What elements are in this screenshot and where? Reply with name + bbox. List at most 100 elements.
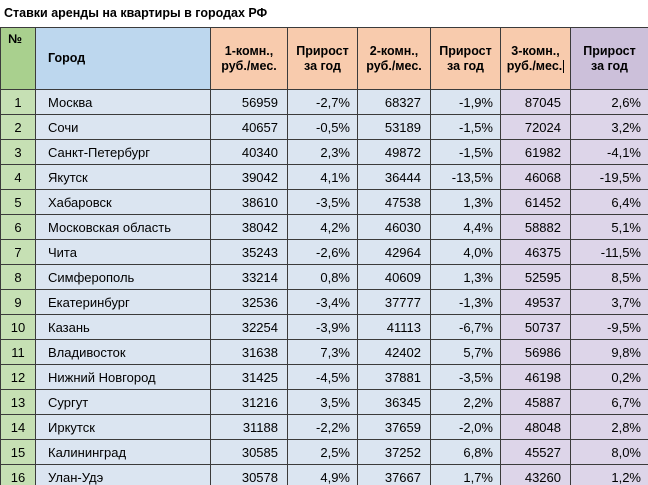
cell-rent-1room[interactable]: 32254 — [210, 314, 288, 340]
cell-growth-2room[interactable]: -2,0% — [430, 414, 501, 440]
cell-rent-3room[interactable]: 45887 — [500, 389, 571, 415]
cell-rent-1room[interactable]: 31188 — [210, 414, 288, 440]
cell-rent-2room[interactable]: 46030 — [357, 214, 431, 240]
cell-growth-1room[interactable]: 4,9% — [287, 464, 358, 485]
cell-city[interactable]: Нижний Новгород — [35, 364, 211, 390]
cell-growth-2room[interactable]: 6,8% — [430, 439, 501, 465]
cell-growth-1room[interactable]: -0,5% — [287, 114, 358, 140]
cell-rent-2room[interactable]: 36444 — [357, 164, 431, 190]
cell-rent-1room[interactable]: 35243 — [210, 239, 288, 265]
cell-growth-1room[interactable]: -4,5% — [287, 364, 358, 390]
cell-growth-3room[interactable]: -19,5% — [570, 164, 648, 190]
cell-city[interactable]: Иркутск — [35, 414, 211, 440]
cell-row-number[interactable]: 12 — [0, 364, 36, 390]
cell-rent-3room[interactable]: 56986 — [500, 339, 571, 365]
cell-growth-2room[interactable]: 4,0% — [430, 239, 501, 265]
cell-rent-2room[interactable]: 37881 — [357, 364, 431, 390]
cell-city[interactable]: Владивосток — [35, 339, 211, 365]
cell-row-number[interactable]: 14 — [0, 414, 36, 440]
cell-rent-1room[interactable]: 39042 — [210, 164, 288, 190]
cell-city[interactable]: Улан-Удэ — [35, 464, 211, 485]
cell-rent-1room[interactable]: 38610 — [210, 189, 288, 215]
cell-growth-2room[interactable]: -3,5% — [430, 364, 501, 390]
cell-growth-1room[interactable]: 7,3% — [287, 339, 358, 365]
col-header-growth-1room[interactable]: Прирост за год — [287, 27, 358, 90]
cell-growth-3room[interactable]: 9,8% — [570, 339, 648, 365]
cell-rent-2room[interactable]: 37667 — [357, 464, 431, 485]
cell-growth-2room[interactable]: 1,3% — [430, 189, 501, 215]
cell-growth-2room[interactable]: 1,3% — [430, 264, 501, 290]
cell-row-number[interactable]: 7 — [0, 239, 36, 265]
cell-rent-1room[interactable]: 56959 — [210, 89, 288, 115]
cell-rent-3room[interactable]: 49537 — [500, 289, 571, 315]
cell-growth-2room[interactable]: -1,9% — [430, 89, 501, 115]
cell-rent-3room[interactable]: 46375 — [500, 239, 571, 265]
cell-rent-2room[interactable]: 40609 — [357, 264, 431, 290]
cell-rent-1room[interactable]: 30585 — [210, 439, 288, 465]
cell-rent-2room[interactable]: 42402 — [357, 339, 431, 365]
cell-rent-3room[interactable]: 48048 — [500, 414, 571, 440]
cell-city[interactable]: Чита — [35, 239, 211, 265]
cell-city[interactable]: Симферополь — [35, 264, 211, 290]
col-header-growth-2room[interactable]: Прирост за год — [430, 27, 501, 90]
cell-rent-3room[interactable]: 46198 — [500, 364, 571, 390]
cell-city[interactable]: Сургут — [35, 389, 211, 415]
cell-growth-1room[interactable]: -2,7% — [287, 89, 358, 115]
cell-rent-2room[interactable]: 37777 — [357, 289, 431, 315]
col-header-number[interactable]: № — [0, 27, 36, 90]
cell-row-number[interactable]: 16 — [0, 464, 36, 485]
cell-city[interactable]: Якутск — [35, 164, 211, 190]
cell-growth-3room[interactable]: 5,1% — [570, 214, 648, 240]
cell-rent-1room[interactable]: 31216 — [210, 389, 288, 415]
cell-rent-3room[interactable]: 61452 — [500, 189, 571, 215]
cell-rent-3room[interactable]: 61982 — [500, 139, 571, 165]
cell-growth-1room[interactable]: -3,4% — [287, 289, 358, 315]
cell-row-number[interactable]: 4 — [0, 164, 36, 190]
cell-growth-3room[interactable]: -4,1% — [570, 139, 648, 165]
cell-city[interactable]: Екатеринбург — [35, 289, 211, 315]
cell-growth-3room[interactable]: -11,5% — [570, 239, 648, 265]
cell-rent-2room[interactable]: 36345 — [357, 389, 431, 415]
cell-growth-3room[interactable]: 6,7% — [570, 389, 648, 415]
cell-growth-1room[interactable]: -2,6% — [287, 239, 358, 265]
cell-rent-1room[interactable]: 30578 — [210, 464, 288, 485]
cell-rent-2room[interactable]: 42964 — [357, 239, 431, 265]
cell-growth-2room[interactable]: -1,5% — [430, 114, 501, 140]
col-header-city[interactable]: Город — [35, 27, 211, 90]
cell-row-number[interactable]: 2 — [0, 114, 36, 140]
cell-growth-2room[interactable]: -1,3% — [430, 289, 501, 315]
cell-rent-3room[interactable]: 45527 — [500, 439, 571, 465]
cell-growth-2room[interactable]: 5,7% — [430, 339, 501, 365]
cell-rent-3room[interactable]: 46068 — [500, 164, 571, 190]
cell-rent-1room[interactable]: 31638 — [210, 339, 288, 365]
cell-city[interactable]: Москва — [35, 89, 211, 115]
cell-rent-2room[interactable]: 53189 — [357, 114, 431, 140]
cell-growth-3room[interactable]: 3,7% — [570, 289, 648, 315]
cell-row-number[interactable]: 5 — [0, 189, 36, 215]
cell-growth-3room[interactable]: 2,8% — [570, 414, 648, 440]
cell-row-number[interactable]: 9 — [0, 289, 36, 315]
cell-city[interactable]: Хабаровск — [35, 189, 211, 215]
cell-growth-1room[interactable]: -3,9% — [287, 314, 358, 340]
cell-growth-1room[interactable]: -2,2% — [287, 414, 358, 440]
cell-rent-2room[interactable]: 68327 — [357, 89, 431, 115]
cell-rent-3room[interactable]: 43260 — [500, 464, 571, 485]
cell-growth-2room[interactable]: -13,5% — [430, 164, 501, 190]
cell-city[interactable]: Сочи — [35, 114, 211, 140]
cell-growth-3room[interactable]: 8,5% — [570, 264, 648, 290]
col-header-growth-3room[interactable]: Прирост за год — [570, 27, 648, 90]
cell-growth-2room[interactable]: -1,5% — [430, 139, 501, 165]
cell-city[interactable]: Санкт-Петербург — [35, 139, 211, 165]
cell-growth-2room[interactable]: -6,7% — [430, 314, 501, 340]
col-header-rent-2room[interactable]: 2-комн., руб./мес. — [357, 27, 431, 90]
cell-growth-2room[interactable]: 4,4% — [430, 214, 501, 240]
cell-row-number[interactable]: 13 — [0, 389, 36, 415]
cell-row-number[interactable]: 8 — [0, 264, 36, 290]
cell-growth-2room[interactable]: 2,2% — [430, 389, 501, 415]
cell-city[interactable]: Казань — [35, 314, 211, 340]
cell-rent-1room[interactable]: 31425 — [210, 364, 288, 390]
cell-growth-3room[interactable]: 8,0% — [570, 439, 648, 465]
cell-growth-1room[interactable]: 4,2% — [287, 214, 358, 240]
cell-city[interactable]: Московская область — [35, 214, 211, 240]
cell-rent-1room[interactable]: 38042 — [210, 214, 288, 240]
